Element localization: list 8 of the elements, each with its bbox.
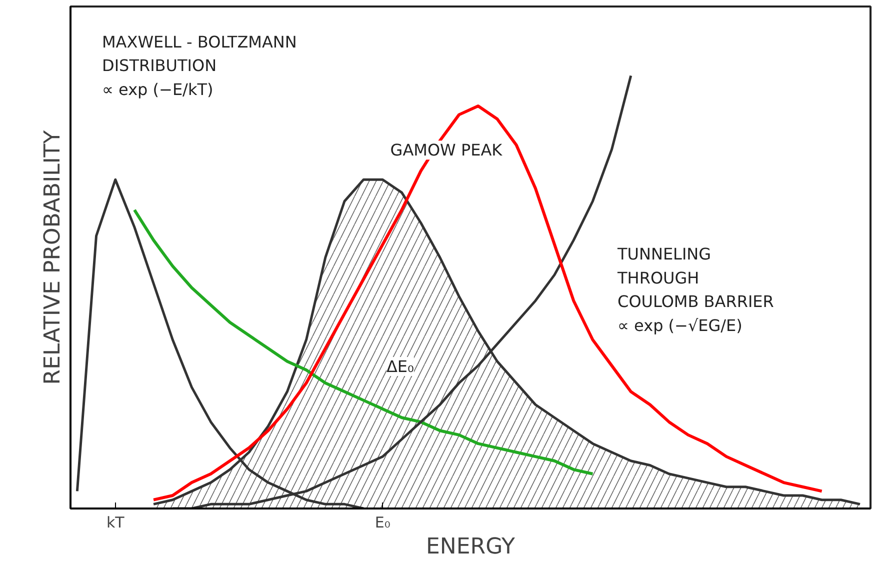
- y-axis-title: RELATIVE PROBABILITY: [40, 130, 66, 385]
- annotation: ΔE₀: [386, 357, 414, 376]
- annotation: TUNNELING THROUGH COULOMB BARRIER ∝ exp (−√EG/E): [616, 244, 774, 335]
- x-tick-label: E₀: [374, 514, 390, 532]
- x-tick-label: kT: [106, 514, 126, 532]
- x-axis-title: ENERGY: [426, 534, 516, 560]
- annotation: GAMOW PEAK: [390, 140, 503, 160]
- annotation: MAXWELL - BOLTZMANN DISTRIBUTION ∝ exp (−E/kT): [102, 32, 297, 99]
